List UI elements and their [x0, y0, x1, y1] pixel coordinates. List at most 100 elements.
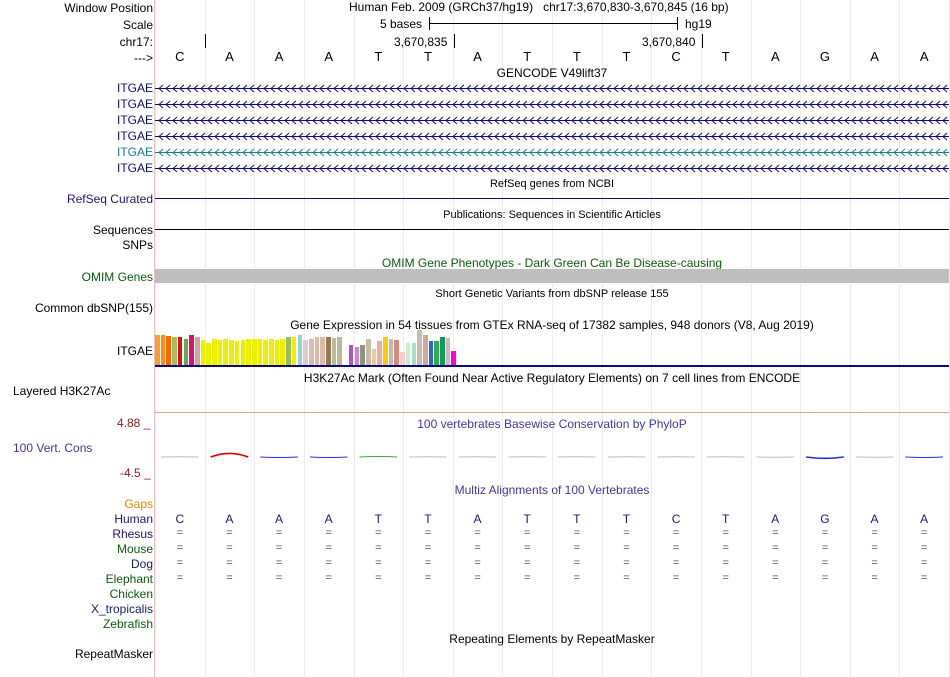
gtex-tissue-bar[interactable]	[263, 340, 268, 365]
gtex-tissue-bar[interactable]	[297, 335, 303, 365]
gtex-tissue-bar[interactable]	[189, 335, 194, 365]
gtex-tissue-bar[interactable]	[155, 335, 160, 365]
phylop-graph[interactable]	[155, 430, 949, 480]
gtex-tissue-bar[interactable]	[440, 337, 445, 365]
gencode-intron-line[interactable]	[155, 164, 949, 173]
publications-line[interactable]	[155, 229, 949, 230]
gtex-tissue-bar[interactable]	[308, 339, 314, 365]
multiz-species-label[interactable]: Dog	[130, 557, 153, 571]
dbsnp-label[interactable]: Common dbSNP(155)	[34, 301, 153, 315]
gtex-tissue-bar[interactable]	[251, 339, 257, 365]
multiz-match: =	[424, 557, 432, 569]
multiz-species-label[interactable]: Zebrafish	[102, 617, 153, 631]
gencode-intron-line[interactable]	[155, 132, 949, 141]
gtex-tissue-bar[interactable]	[303, 340, 308, 365]
conservation-label[interactable]: 100 Vert. Cons	[13, 441, 93, 455]
gencode-gene-label[interactable]: ITGAE	[116, 145, 153, 159]
gencode-intron-line[interactable]	[155, 100, 949, 109]
multiz-species-label[interactable]: Mouse	[116, 542, 153, 556]
multiz-species-label[interactable]: X_tropicalis	[90, 602, 153, 616]
gtex-tissue-bar[interactable]	[445, 338, 451, 365]
omim-gene-bar[interactable]	[155, 269, 949, 283]
gtex-tissue-bar[interactable]	[286, 337, 291, 365]
gtex-tissue-bar[interactable]	[388, 339, 394, 365]
gtex-tissue-bar[interactable]	[166, 336, 172, 365]
gtex-tissue-bar[interactable]	[291, 337, 297, 365]
gtex-tissue-bar[interactable]	[337, 337, 343, 365]
omim-label[interactable]: OMIM Genes	[81, 270, 153, 284]
gtex-tissue-bar[interactable]	[320, 337, 325, 365]
gtex-tissue-bar[interactable]	[417, 330, 422, 365]
gtex-tissue-bar[interactable]	[394, 340, 400, 365]
gtex-tissue-bar[interactable]	[365, 339, 371, 365]
gtex-tissue-bar[interactable]	[383, 337, 388, 365]
grid-line	[899, 0, 900, 677]
gtex-tissue-bar[interactable]	[177, 337, 183, 365]
grid-line	[205, 0, 206, 677]
gtex-tissue-bar[interactable]	[206, 343, 211, 365]
gtex-tissue-bar[interactable]	[354, 347, 360, 365]
gtex-tissue-bar[interactable]	[212, 339, 217, 365]
gtex-tissue-bar[interactable]	[377, 341, 382, 365]
multiz-match: =	[474, 542, 481, 554]
gencode-gene-label[interactable]: ITGAE	[116, 113, 153, 127]
gtex-tissue-bar[interactable]	[371, 349, 377, 365]
multiz-match: =	[672, 557, 680, 569]
gtex-tissue-bar[interactable]	[451, 351, 457, 365]
multiz-match: =	[821, 527, 829, 539]
phylop-score-mark[interactable]	[806, 456, 844, 460]
snps-label[interactable]: SNPs	[122, 238, 153, 252]
gaps-label[interactable]: Gaps	[124, 497, 153, 511]
multiz-species-label[interactable]: Elephant	[105, 572, 153, 586]
gtex-tissue-bar[interactable]	[217, 340, 223, 365]
gtex-tissue-bar[interactable]	[422, 335, 428, 365]
gtex-bar-chart[interactable]	[155, 330, 555, 365]
gencode-intron-line[interactable]	[155, 148, 949, 157]
gtex-tissue-bar[interactable]	[172, 337, 177, 365]
gtex-tissue-bar[interactable]	[348, 345, 354, 365]
gtex-tissue-bar[interactable]	[280, 339, 286, 365]
multiz-species-label[interactable]: Chicken	[109, 587, 153, 601]
gtex-tissue-bar[interactable]	[229, 340, 234, 365]
gtex-tissue-bar[interactable]	[331, 338, 337, 365]
gtex-tissue-bar[interactable]	[240, 340, 246, 365]
gtex-tissue-bar[interactable]	[246, 339, 251, 365]
phylop-score-mark[interactable]	[210, 452, 249, 458]
gtex-tissue-bar[interactable]	[257, 339, 263, 365]
multiz-match: =	[920, 572, 928, 584]
gtex-tissue-bar[interactable]	[160, 335, 166, 365]
h3k27ac-label[interactable]: Layered H3K27Ac	[13, 384, 111, 398]
gencode-intron-line[interactable]	[155, 116, 949, 125]
scale-db: hg19	[685, 17, 712, 31]
refseq-gene-line[interactable]	[155, 198, 949, 199]
gencode-gene-label[interactable]: ITGAE	[116, 81, 153, 95]
multiz-species-label[interactable]: Human	[114, 512, 153, 526]
gtex-tissue-bar[interactable]	[194, 337, 200, 365]
gencode-gene-label[interactable]: ITGAE	[116, 97, 153, 111]
gtex-tissue-bar[interactable]	[434, 341, 439, 365]
gtex-tissue-bar[interactable]	[314, 337, 320, 365]
gtex-tissue-bar[interactable]	[200, 340, 206, 365]
gtex-tissue-bar[interactable]	[223, 339, 229, 365]
multiz-species-label[interactable]: Rhesus	[112, 527, 153, 541]
multiz-base: T	[374, 512, 382, 526]
gtex-tissue-bar[interactable]	[183, 339, 189, 365]
gtex-tissue-bar[interactable]	[326, 337, 331, 365]
repeatmasker-label[interactable]: RepeatMasker	[74, 647, 153, 661]
gtex-baseline	[155, 365, 949, 367]
gencode-gene-label[interactable]: ITGAE	[116, 129, 153, 143]
gtex-tissue-bar[interactable]	[234, 341, 240, 365]
gtex-tissue-bar[interactable]	[274, 340, 280, 365]
base-letter: A	[473, 49, 482, 64]
refseq-label[interactable]: RefSeq Curated	[66, 192, 153, 206]
gtex-tissue-bar[interactable]	[405, 343, 411, 365]
gencode-gene-label[interactable]: ITGAE	[116, 161, 153, 175]
gtex-label[interactable]: ITGAE	[116, 344, 153, 358]
gtex-tissue-bar[interactable]	[428, 341, 434, 365]
gtex-tissue-bar[interactable]	[269, 339, 274, 365]
gtex-tissue-bar[interactable]	[400, 352, 405, 365]
gtex-tissue-bar[interactable]	[360, 345, 365, 365]
publications-label[interactable]: Sequences	[92, 223, 153, 237]
gtex-tissue-bar[interactable]	[411, 343, 417, 365]
gencode-intron-line[interactable]	[155, 84, 949, 93]
